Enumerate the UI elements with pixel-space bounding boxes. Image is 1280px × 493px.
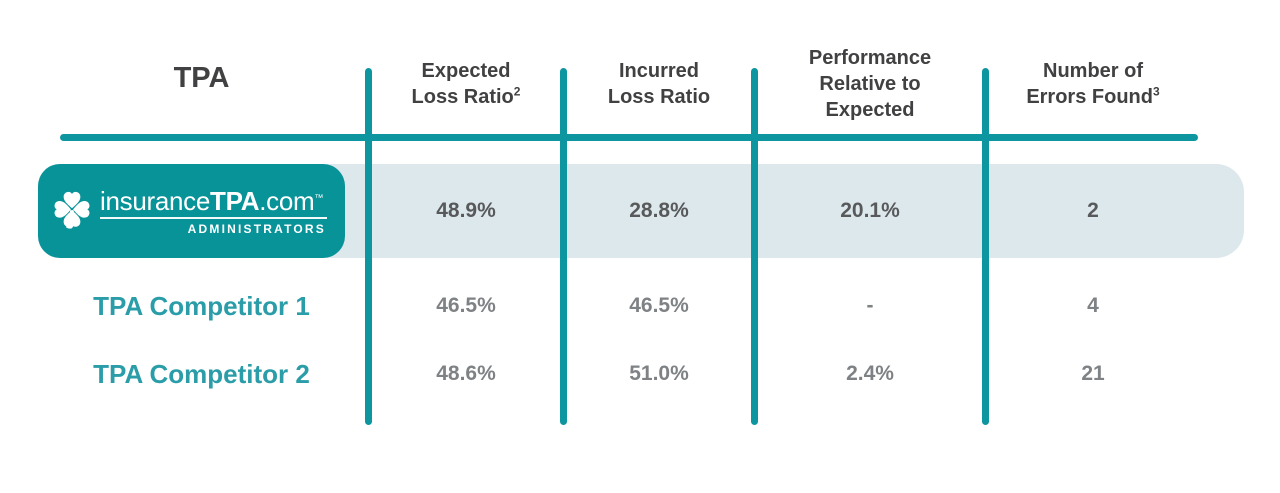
brand-tpa: TPA — [210, 185, 260, 216]
cell-errors-insurancetpa: 2 — [1087, 199, 1099, 222]
column-divider-2 — [560, 68, 567, 425]
header-line: Expected — [825, 99, 915, 121]
header-line: Loss Ratio — [607, 86, 711, 108]
cell-errors-competitor-2: 21 — [1081, 362, 1105, 385]
header-line-text: Errors Found — [1026, 86, 1153, 108]
column-header-errors-found: Number of Errors Found3 — [989, 58, 1197, 110]
header-line: Relative to — [819, 73, 921, 95]
header-line: Expected — [421, 60, 511, 82]
cell-performance-insurancetpa: 20.1% — [840, 199, 900, 222]
header-line: Performance — [808, 47, 932, 69]
cell-incurred-competitor-1: 46.5% — [629, 294, 689, 317]
insurancetpa-logo-badge: insuranceTPA.com™ ADMINISTRATORS — [38, 164, 345, 258]
brand-prefix: insurance — [100, 185, 211, 216]
four-leaf-clover-icon — [54, 191, 90, 229]
cell-performance-competitor-1: - — [866, 294, 874, 317]
header-line-text: Loss Ratio — [411, 86, 514, 108]
row-label-competitor-2: TPA Competitor 2 — [93, 359, 310, 389]
cell-expected-competitor-2: 48.6% — [436, 362, 496, 385]
column-divider-1 — [365, 68, 372, 425]
cell-performance-competitor-2: 2.4% — [846, 362, 894, 385]
column-header-incurred-loss-ratio: Incurred Loss Ratio — [567, 58, 751, 110]
column-header-expected-loss-ratio: Expected Loss Ratio2 — [372, 58, 560, 110]
column-divider-3 — [751, 68, 758, 425]
column-header-tpa: TPA — [173, 62, 230, 94]
brand-wordmark: insuranceTPA.com™ — [100, 187, 327, 215]
brand-tagline: ADMINISTRATORS — [187, 221, 326, 236]
cell-expected-competitor-1: 46.5% — [436, 294, 496, 317]
header-line: Errors Found3 — [989, 84, 1197, 110]
cell-incurred-insurancetpa: 28.8% — [629, 199, 689, 222]
header-line: Incurred — [618, 60, 700, 82]
cell-incurred-competitor-2: 51.0% — [629, 362, 689, 385]
trademark-symbol: ™ — [314, 191, 324, 202]
footnote-marker-3: 3 — [1152, 84, 1160, 99]
header-rule — [60, 134, 1198, 141]
column-divider-4 — [982, 68, 989, 425]
cell-expected-insurancetpa: 48.9% — [436, 199, 496, 222]
header-line: Number of — [1043, 60, 1143, 82]
column-header-performance-relative: Performance Relative to Expected — [758, 45, 982, 123]
brand-divider-line — [100, 216, 327, 219]
header-line: Loss Ratio2 — [372, 84, 560, 110]
brand-suffix: .com — [259, 185, 315, 216]
row-label-competitor-1: TPA Competitor 1 — [93, 291, 310, 321]
brand-block: insuranceTPA.com™ ADMINISTRATORS — [100, 187, 327, 236]
cell-errors-competitor-1: 4 — [1087, 294, 1099, 317]
footnote-marker-2: 2 — [513, 84, 521, 99]
